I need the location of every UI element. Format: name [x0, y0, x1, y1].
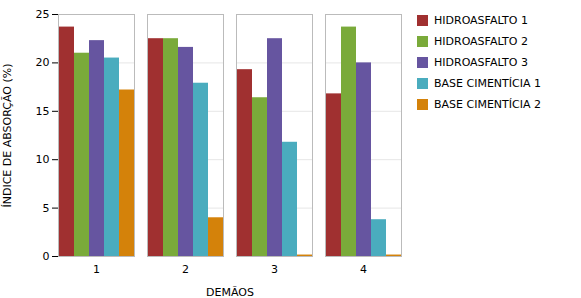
svg-text:0: 0: [43, 250, 50, 263]
svg-text:2: 2: [182, 263, 189, 276]
svg-text:5: 5: [43, 202, 50, 215]
html-text:HIDROASFALTO 2: HIDROASFALTO 2: [434, 35, 528, 48]
svg-text:ÍNDICE DE ABSORÇÃO (%): ÍNDICE DE ABSORÇÃO (%): [1, 63, 14, 207]
html-text:BASE CIMENTÍCIA 1: BASE CIMENTÍCIA 1: [434, 77, 541, 90]
html-text:BASE CIMENTÍCIA 2: BASE CIMENTÍCIA 2: [434, 98, 541, 111]
svg-text:15: 15: [36, 105, 50, 118]
svg-text:20: 20: [36, 56, 50, 69]
svg-text:1: 1: [93, 263, 100, 276]
svg-text:3: 3: [271, 263, 278, 276]
svg-text:4: 4: [360, 263, 367, 276]
svg-text:25: 25: [36, 8, 50, 21]
html-text:HIDROASFALTO 3: HIDROASFALTO 3: [434, 56, 528, 69]
svg-text:DEMÃOS: DEMÃOS: [206, 286, 254, 298]
html-text:HIDROASFALTO 1: HIDROASFALTO 1: [434, 14, 528, 27]
svg-text:10: 10: [36, 153, 50, 166]
